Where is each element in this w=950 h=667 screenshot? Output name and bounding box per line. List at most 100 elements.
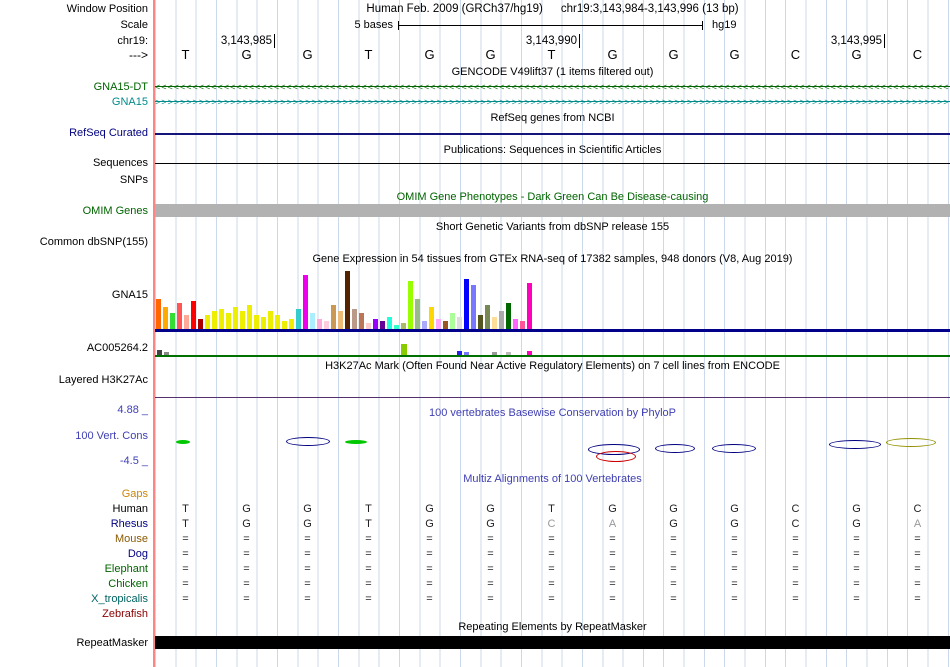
species-label[interactable]: Dog xyxy=(127,548,148,560)
gtex-tissue-bar[interactable] xyxy=(212,311,217,329)
gtex-tissue-bar[interactable] xyxy=(380,321,385,329)
gtex-tissue-bar[interactable] xyxy=(296,309,301,329)
gtex-tissue-bar[interactable] xyxy=(254,315,259,329)
gtex-tissue-bar[interactable] xyxy=(506,303,511,329)
alignment-cell: = xyxy=(182,593,189,605)
gtex-tissue-bar[interactable] xyxy=(331,305,336,329)
gtex-tissue-bar[interactable] xyxy=(226,313,231,329)
gene-label-gna15[interactable]: GNA15 xyxy=(111,96,148,108)
gtex-tissue-bar[interactable] xyxy=(352,309,357,329)
gtex-tissue-bar[interactable] xyxy=(422,321,427,329)
gtex-tissue-bar[interactable] xyxy=(436,319,441,329)
gtex-tissue-bar[interactable] xyxy=(240,311,245,329)
gtex-tissue-bar[interactable] xyxy=(457,317,462,329)
alignment-cell: = xyxy=(731,578,738,590)
gtex-tissue-bar[interactable] xyxy=(345,271,350,329)
snps-label[interactable]: SNPs xyxy=(119,174,148,186)
gtex-tissue-bar[interactable] xyxy=(527,283,532,329)
alignment-cell: = xyxy=(731,533,738,545)
gtex-tissue-bar[interactable] xyxy=(163,307,168,329)
gtex-tissue-bar[interactable] xyxy=(310,313,315,329)
gtex-tissue-bar[interactable] xyxy=(184,315,189,329)
species-label[interactable]: Elephant xyxy=(104,563,148,575)
gene-label-gna15-dt[interactable]: GNA15-DT xyxy=(93,81,148,93)
ac005264-label[interactable]: AC005264.2 xyxy=(86,342,148,354)
gtex-tissue-bar[interactable] xyxy=(373,319,378,329)
gtex-tissue-bar[interactable] xyxy=(198,319,203,329)
omim-track-bar[interactable] xyxy=(155,204,950,217)
species-label[interactable]: Gaps xyxy=(121,488,148,500)
gtex-tissue-bar[interactable] xyxy=(303,275,308,329)
base-cell: G xyxy=(424,47,435,62)
gtex-tissue-bar[interactable] xyxy=(324,321,329,329)
ac-tissue-bar[interactable] xyxy=(527,351,532,355)
sequences-track-line[interactable] xyxy=(155,163,950,164)
gtex-tissue-bar[interactable] xyxy=(289,319,294,329)
gtex-tissue-bar[interactable] xyxy=(156,299,161,329)
common-dbsnp-label[interactable]: Common dbSNP(155) xyxy=(39,236,148,248)
gtex-tissue-bar[interactable] xyxy=(282,321,287,329)
species-label[interactable]: X_tropicalis xyxy=(91,593,148,605)
species-label[interactable]: Human xyxy=(112,503,148,515)
species-label[interactable]: Rhesus xyxy=(110,518,148,530)
gtex-gene-label[interactable]: GNA15 xyxy=(111,289,148,301)
gtex-tissue-bar[interactable] xyxy=(205,315,210,329)
gtex-tissue-bar[interactable] xyxy=(338,311,343,329)
gene-gna15-line[interactable]: >>>>>>>>>>>>>>>>>>>>>>>>>>>>>>>>>>>>>>>>… xyxy=(155,96,950,108)
ac-tissue-bar[interactable] xyxy=(492,352,497,355)
gtex-tissue-bar[interactable] xyxy=(219,309,224,329)
ac-tissue-bar[interactable] xyxy=(506,352,511,355)
conservation-track-label[interactable]: 100 Vert. Cons xyxy=(75,430,148,442)
ac-tissue-bar[interactable] xyxy=(157,350,162,355)
alignment-cell xyxy=(643,487,704,502)
gtex-tissue-bar[interactable] xyxy=(464,279,469,329)
gtex-tissue-bar[interactable] xyxy=(415,299,420,329)
gtex-tissue-bar[interactable] xyxy=(170,313,175,329)
gtex-tissue-bar[interactable] xyxy=(366,323,371,329)
gtex-tissue-bar[interactable] xyxy=(233,307,238,329)
gtex-tissue-bar[interactable] xyxy=(429,307,434,329)
ac-tissue-bar[interactable] xyxy=(457,351,462,355)
gtex-tissue-bar[interactable] xyxy=(485,305,490,329)
species-label[interactable]: Mouse xyxy=(114,533,148,545)
gtex-tissue-bar[interactable] xyxy=(478,315,483,329)
ac-tissue-bar[interactable] xyxy=(164,352,169,355)
species-label[interactable]: Zebrafish xyxy=(102,608,148,620)
gtex-tissue-bar[interactable] xyxy=(401,323,406,329)
alignment-cell xyxy=(338,487,399,502)
gtex-tissue-bar[interactable] xyxy=(275,315,280,329)
repeatmasker-label[interactable]: RepeatMasker xyxy=(76,637,148,649)
gtex-tissue-bar[interactable] xyxy=(513,319,518,329)
gtex-tissue-bar[interactable] xyxy=(394,325,399,329)
gtex-tissue-bar[interactable] xyxy=(450,313,455,329)
gtex-tissue-bar[interactable] xyxy=(387,317,392,329)
gtex-tissue-bar[interactable] xyxy=(247,305,252,329)
sequences-label[interactable]: Sequences xyxy=(92,157,148,169)
omim-genes-label[interactable]: OMIM Genes xyxy=(82,205,148,217)
gtex-tissue-bar[interactable] xyxy=(492,317,497,329)
gtex-tissue-bar[interactable] xyxy=(177,303,182,329)
gtex-tissue-bar[interactable] xyxy=(359,313,364,329)
repeatmasker-track-bar[interactable] xyxy=(155,636,950,649)
conservation-mark xyxy=(596,451,636,462)
ac-tissue-bar[interactable] xyxy=(464,352,469,355)
gtex-tissue-bar[interactable] xyxy=(261,317,266,329)
gene-gna15-dt-line[interactable]: <<<<<<<<<<<<<<<<<<<<<<<<<<<<<<<<<<<<<<<<… xyxy=(155,81,950,93)
alignment-cell: = xyxy=(853,593,860,605)
ac-tissue-bar[interactable] xyxy=(401,344,407,355)
alignment-cell: G xyxy=(486,518,495,530)
refseq-track-line[interactable] xyxy=(155,133,950,135)
header-center: Human Feb. 2009 (GRCh37/hg19) chr19:3,14… xyxy=(155,3,950,15)
refseq-curated-label[interactable]: RefSeq Curated xyxy=(69,127,148,139)
gtex-tissue-bar[interactable] xyxy=(408,281,413,329)
gtex-tissue-bar[interactable] xyxy=(520,321,525,329)
alignment-cell: = xyxy=(365,533,372,545)
gtex-tissue-bar[interactable] xyxy=(191,301,196,329)
gtex-tissue-bar[interactable] xyxy=(499,311,504,329)
gtex-tissue-bar[interactable] xyxy=(471,285,476,329)
gtex-tissue-bar[interactable] xyxy=(317,319,322,329)
species-label[interactable]: Chicken xyxy=(108,578,148,590)
gtex-tissue-bar[interactable] xyxy=(268,311,273,329)
gtex-tissue-bar[interactable] xyxy=(443,321,448,329)
layered-h3k27ac-label[interactable]: Layered H3K27Ac xyxy=(58,374,148,386)
